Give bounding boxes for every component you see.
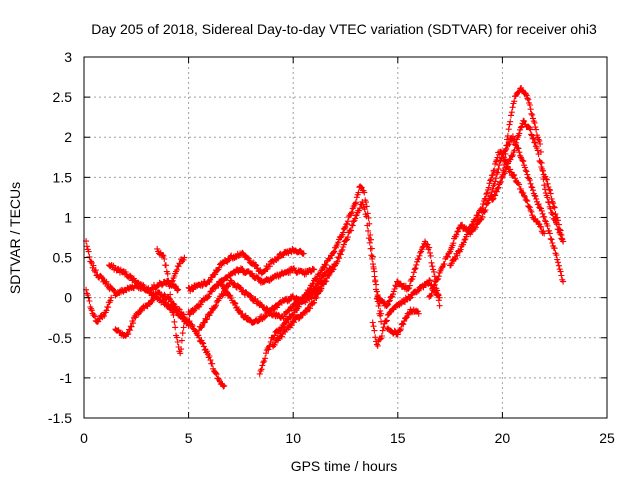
series-track-14	[373, 238, 443, 309]
y-tick-label: -1	[60, 370, 73, 386]
series-markers	[499, 117, 567, 245]
series-track-4	[112, 289, 228, 390]
series-track-2	[83, 286, 115, 325]
series-markers	[426, 133, 567, 300]
series-track-15	[384, 306, 422, 338]
series-markers	[185, 245, 307, 294]
series-track-5	[154, 245, 188, 357]
series-track-3	[106, 262, 182, 294]
x-tick-label: 10	[285, 430, 301, 446]
series-track-7	[185, 245, 307, 294]
y-axis-ticks: -1.5 -1 -0.5 0 0.5 1 1.5 2 2.5 3	[48, 49, 607, 426]
y-tick-label: 1.5	[53, 169, 73, 185]
series-markers	[106, 262, 182, 294]
y-axis-label: SDTVAR / TECUs	[7, 182, 23, 294]
series-markers	[185, 265, 318, 318]
series-markers	[256, 183, 385, 377]
x-tick-label: 5	[185, 430, 193, 446]
series-track-12	[269, 198, 385, 350]
x-tick-label: 0	[80, 430, 88, 446]
y-tick-label: -0.5	[48, 330, 72, 346]
x-tick-label: 15	[390, 430, 406, 446]
series-track-6	[168, 254, 188, 285]
x-axis-ticks: 0 5 10 15 20 25	[80, 57, 615, 446]
series-track-8	[185, 265, 318, 318]
y-tick-label: 3	[64, 49, 72, 65]
series-markers	[447, 148, 548, 269]
data-points	[83, 85, 567, 390]
y-tick-label: 2	[64, 129, 72, 145]
series-markers	[373, 238, 443, 309]
y-tick-label: -1.5	[48, 410, 72, 426]
x-tick-label: 20	[495, 430, 511, 446]
x-axis-label: GPS time / hours	[291, 458, 398, 474]
series-track-17	[447, 148, 548, 269]
plot-frame	[83, 56, 608, 419]
series-markers	[112, 289, 228, 390]
series-markers	[154, 245, 188, 357]
series-markers	[269, 198, 385, 350]
y-tick-label: 2.5	[53, 89, 73, 105]
chart-title: Day 205 of 2018, Sidereal Day-to-day VTE…	[91, 21, 597, 37]
y-tick-label: 1	[64, 209, 72, 225]
series-track-16	[426, 133, 567, 300]
x-tick-label: 25	[599, 430, 615, 446]
series-markers	[83, 286, 115, 325]
series-markers	[168, 254, 188, 285]
y-tick-label: 0	[64, 290, 72, 306]
y-tick-label: 0.5	[53, 250, 73, 266]
series-track-19	[499, 117, 567, 245]
series-track-11	[256, 183, 385, 377]
series-markers	[384, 306, 422, 338]
